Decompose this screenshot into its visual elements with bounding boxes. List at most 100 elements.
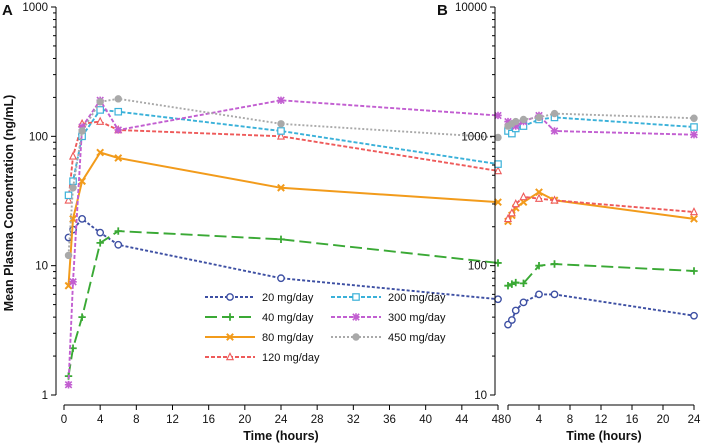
x-tick-label-b: 4 bbox=[536, 414, 543, 426]
x-tick-label-b: 16 bbox=[626, 414, 639, 426]
legend-marker bbox=[225, 352, 235, 361]
data-point bbox=[550, 109, 559, 118]
panel-letter-a: A bbox=[2, 2, 13, 19]
series-line bbox=[507, 191, 695, 222]
data-point bbox=[494, 198, 502, 207]
series-a-20-mg-day bbox=[64, 214, 502, 304]
data-point bbox=[494, 133, 502, 142]
legend-entry: 120 mg/day bbox=[205, 352, 320, 364]
data-point bbox=[494, 295, 502, 304]
series-line bbox=[67, 151, 499, 286]
panel-letter-b: B bbox=[437, 2, 448, 19]
x-axis-title-b: Time (hours) bbox=[566, 429, 641, 443]
x-tick-label-a: 24 bbox=[275, 414, 288, 426]
data-point bbox=[78, 123, 86, 131]
legend-entry: 450 mg/day bbox=[331, 332, 446, 344]
data-point bbox=[550, 195, 559, 204]
y-tick-label-b: 1000 bbox=[461, 131, 487, 143]
series-b-120-mg-day bbox=[503, 191, 699, 223]
x-tick-label-a: 48 bbox=[492, 414, 505, 426]
data-point bbox=[78, 313, 86, 321]
data-point bbox=[508, 280, 516, 288]
x-tick-label-a: 36 bbox=[383, 414, 396, 426]
y-tick-label-a: 100 bbox=[29, 131, 48, 143]
x-tick-label-b: 24 bbox=[688, 414, 701, 426]
data-point bbox=[690, 130, 698, 139]
x-tick-label-a: 32 bbox=[347, 414, 360, 426]
x-tick-label-b: 8 bbox=[567, 414, 573, 426]
legend-marker bbox=[226, 313, 234, 321]
series-b-40-mg-day bbox=[504, 260, 698, 290]
data-point bbox=[277, 96, 285, 105]
legend-entry: 300 mg/day bbox=[331, 312, 446, 324]
legend-entry: 80 mg/day bbox=[205, 332, 314, 344]
data-point bbox=[690, 123, 698, 131]
x-axis-title-a: Time (hours) bbox=[243, 429, 318, 443]
data-point bbox=[512, 278, 520, 287]
legend: 20 mg/day 40 mg/day 80 mg/day 120 mg/day 200… bbox=[205, 292, 446, 364]
data-point bbox=[519, 279, 528, 288]
data-point bbox=[114, 240, 123, 249]
data-point bbox=[114, 227, 122, 235]
legend-label: 80 mg/day bbox=[262, 332, 314, 344]
data-point bbox=[493, 166, 503, 175]
data-point bbox=[690, 267, 698, 275]
data-point bbox=[508, 129, 516, 138]
series-a-300-mg-day bbox=[64, 96, 502, 389]
series-b-20-mg-day bbox=[504, 290, 698, 329]
legend-entry: 20 mg/day bbox=[205, 292, 314, 304]
data-point bbox=[494, 111, 502, 120]
series-b-80-mg-day bbox=[504, 188, 698, 226]
x-tick-label-a: 8 bbox=[133, 414, 139, 426]
data-point bbox=[690, 311, 698, 320]
data-point bbox=[534, 193, 544, 202]
data-point bbox=[511, 199, 520, 208]
data-point bbox=[507, 316, 516, 324]
data-point bbox=[64, 251, 73, 260]
data-point bbox=[276, 131, 286, 140]
legend-marker bbox=[352, 293, 360, 301]
x-tick-label-a: 4 bbox=[97, 414, 104, 426]
series-a-80-mg-day bbox=[64, 148, 502, 290]
data-point bbox=[96, 116, 105, 125]
data-point bbox=[96, 98, 104, 106]
y-tick-label-a: 1000 bbox=[22, 2, 48, 14]
legend-entry: 200 mg/day bbox=[331, 292, 446, 304]
x-tick-label-a: 20 bbox=[238, 414, 251, 426]
y-tick-label-b: 100 bbox=[468, 261, 487, 273]
data-point bbox=[494, 259, 502, 267]
data-point bbox=[96, 106, 104, 114]
data-point bbox=[535, 261, 543, 270]
y-axis-title: Mean Plasma Concentration (ng/mL) bbox=[2, 95, 16, 312]
series-a-40-mg-day bbox=[64, 227, 502, 380]
series-a-200-mg-day bbox=[64, 106, 502, 200]
y-tick-label-a: 1 bbox=[42, 390, 48, 402]
data-point bbox=[69, 184, 77, 192]
data-point bbox=[69, 214, 77, 223]
legend-marker bbox=[226, 293, 234, 301]
legend-label: 40 mg/day bbox=[262, 312, 314, 324]
y-tick-label-b: 10 bbox=[474, 390, 487, 402]
data-point bbox=[96, 239, 104, 247]
data-point bbox=[68, 151, 78, 160]
y-tick-label-a: 10 bbox=[35, 261, 48, 273]
data-point bbox=[114, 95, 122, 103]
data-point bbox=[277, 274, 285, 283]
data-point bbox=[550, 290, 559, 299]
data-point bbox=[494, 160, 502, 168]
legend-marker bbox=[352, 313, 360, 321]
data-point bbox=[64, 195, 73, 204]
legend-label: 120 mg/day bbox=[262, 352, 320, 364]
data-point bbox=[535, 290, 543, 299]
data-point bbox=[512, 117, 520, 126]
legend-label: 300 mg/day bbox=[388, 312, 446, 324]
y-tick-label-b: 10000 bbox=[455, 2, 487, 14]
legend-entry: 40 mg/day bbox=[205, 312, 314, 324]
data-point bbox=[64, 191, 73, 200]
x-tick-label-b: 12 bbox=[595, 414, 608, 426]
data-point bbox=[114, 154, 123, 162]
x-tick-label-a: 40 bbox=[419, 414, 432, 426]
x-tick-label-b: 20 bbox=[657, 414, 670, 426]
